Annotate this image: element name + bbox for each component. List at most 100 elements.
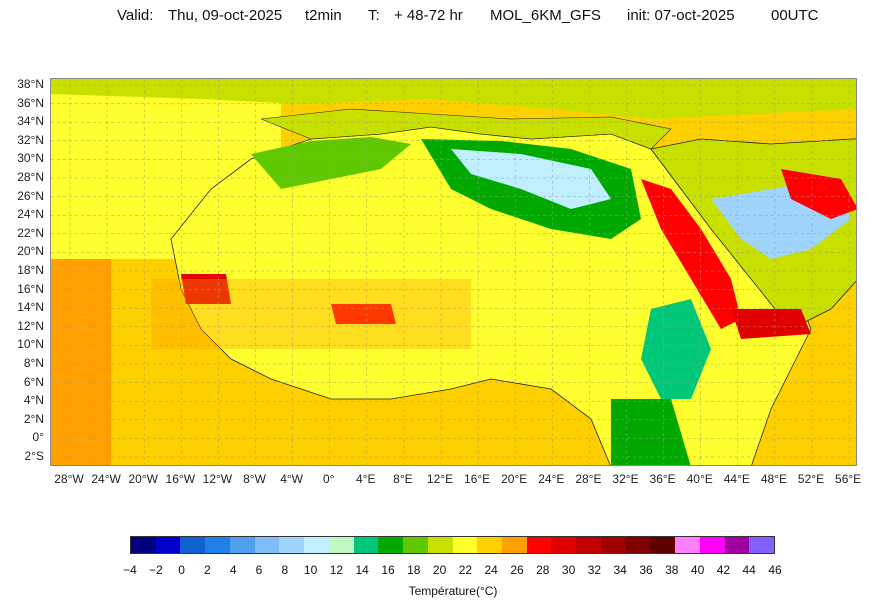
colorbar [130,536,775,554]
lon-label: 48°E [760,472,787,486]
variable-name: t2min [305,7,342,24]
colorbar-tick-label: 38 [665,563,679,577]
lat-label: 14°N [17,300,44,315]
valid-label: Valid: [117,7,154,24]
colorbar-tick-label: −2 [148,563,163,577]
colorbar-tick-label: 30 [561,563,576,577]
colorbar-swatch [650,537,676,553]
colorbar-swatch [526,537,552,553]
colorbar-tick-label: 44 [742,563,756,577]
sahel-hot-zone-central [331,304,396,324]
lon-label: 20°W [128,472,158,486]
lat-label: 2°S [24,449,44,463]
colorbar-swatch [551,537,577,553]
colorbar-swatch [749,537,775,553]
colorbar-swatch [304,537,329,553]
colorbar-tick-label: 6 [255,563,263,577]
lat-label: 30°N [17,151,44,166]
lon-label: 16°E [464,472,491,486]
colorbar-tick-label: 10 [303,563,318,577]
colorbar-tick-label: 12 [329,563,344,577]
colorbar-swatch [600,537,626,553]
colorbar-swatch [403,537,428,553]
lat-label: 2°N [23,411,44,426]
lon-label: 12°E [426,472,454,486]
colorbar-swatch [502,537,527,553]
lat-label: 16°N [17,281,44,296]
colorbar-swatch [180,537,206,553]
lat-label: 18°N [17,263,44,277]
lon-label: 16°W [165,472,196,486]
lat-label: 22°N [17,225,44,240]
lat-label: 8°N [23,356,44,370]
colorbar-swatch [452,537,478,553]
lat-label: 36°N [17,95,44,110]
colorbar-swatch [279,537,305,553]
colorbar-tick-label: 46 [768,563,782,577]
colorbar-swatch [205,537,230,553]
colorbar-tick-label: 14 [355,563,369,577]
colorbar-swatch [229,537,255,553]
colorbar-tick-label: 8 [281,563,289,577]
lat-label: 0° [32,430,44,445]
lat-label: 26°N [17,188,44,203]
lat-label: 6°N [23,374,44,389]
colorbar-swatch [131,537,156,553]
lon-label: 44°E [723,472,750,486]
lon-label: 28°W [54,472,84,486]
lat-label: 28°N [17,170,44,184]
lat-label: 20°N [17,244,44,259]
colorbar-tick-label: 20 [432,563,447,577]
east-africa-cool-zone [611,399,691,465]
colorbar-swatch [724,537,750,553]
lat-label: 32°N [17,132,44,147]
colorbar-tick-label: −4 [123,563,137,577]
colorbar-tick-label: 16 [381,563,395,577]
europe-strip [51,79,856,119]
gulf-hot-zone [781,169,856,219]
colorbar-tick-label: 4 [229,563,237,577]
temperature-map[interactable] [50,78,857,466]
model-name: MOL_6KM_GFS [490,7,601,24]
colorbar-swatch [477,537,503,553]
lon-label: 24°E [538,472,565,486]
lon-label: 12°W [202,472,233,486]
lon-label: 8°W [243,472,266,486]
lon-label: 8°E [393,472,413,486]
lat-label: 12°N [17,318,44,333]
colorbar-swatch [576,537,601,553]
lon-label: 0° [322,472,335,486]
colorbar-tick-label: 40 [690,563,705,577]
sahel-orange-band [151,279,471,349]
lon-label: 4°W [280,472,303,486]
colorbar-title: Température(°C) [408,584,498,598]
colorbar-tick-label: 18 [407,563,421,577]
colorbar-tick-label: 32 [587,563,602,577]
lon-label: 28°E [575,472,602,486]
map-header: Valid: Thu, 09-oct-2025 t2min T: + 48-72… [0,7,873,29]
colorbar-tick-label: 22 [458,563,473,577]
graticule [51,79,856,465]
colorbar-swatch [254,537,280,553]
lat-label: 34°N [17,114,44,129]
colorbar-tick-label: 34 [613,563,627,577]
lat-label: 4°N [23,393,44,408]
libya-light-zone [451,149,611,209]
lat-label: 24°N [17,207,44,222]
lon-label: 32°E [612,472,639,486]
colorbar-tick-label: 26 [510,563,524,577]
colorbar-swatch [427,537,453,553]
mediterranean-sea [260,108,672,150]
valid-date: Thu, 09-oct-2025 [168,7,283,24]
red-sea-hot-zone [641,179,741,329]
lon-label: 40°E [686,472,713,486]
aden-hot-zone [731,309,811,339]
lon-label: 24°W [91,472,121,486]
atlas-cool-zone [251,137,411,189]
colorbar-tick-label: 0 [178,563,185,577]
colorbar-swatch [675,537,700,553]
forecast-t-label: T: [368,7,380,24]
run-time: 00UTC [771,7,819,24]
forecast-range: + 48-72 hr [394,7,463,24]
colorbar-tick-label: 36 [639,563,653,577]
